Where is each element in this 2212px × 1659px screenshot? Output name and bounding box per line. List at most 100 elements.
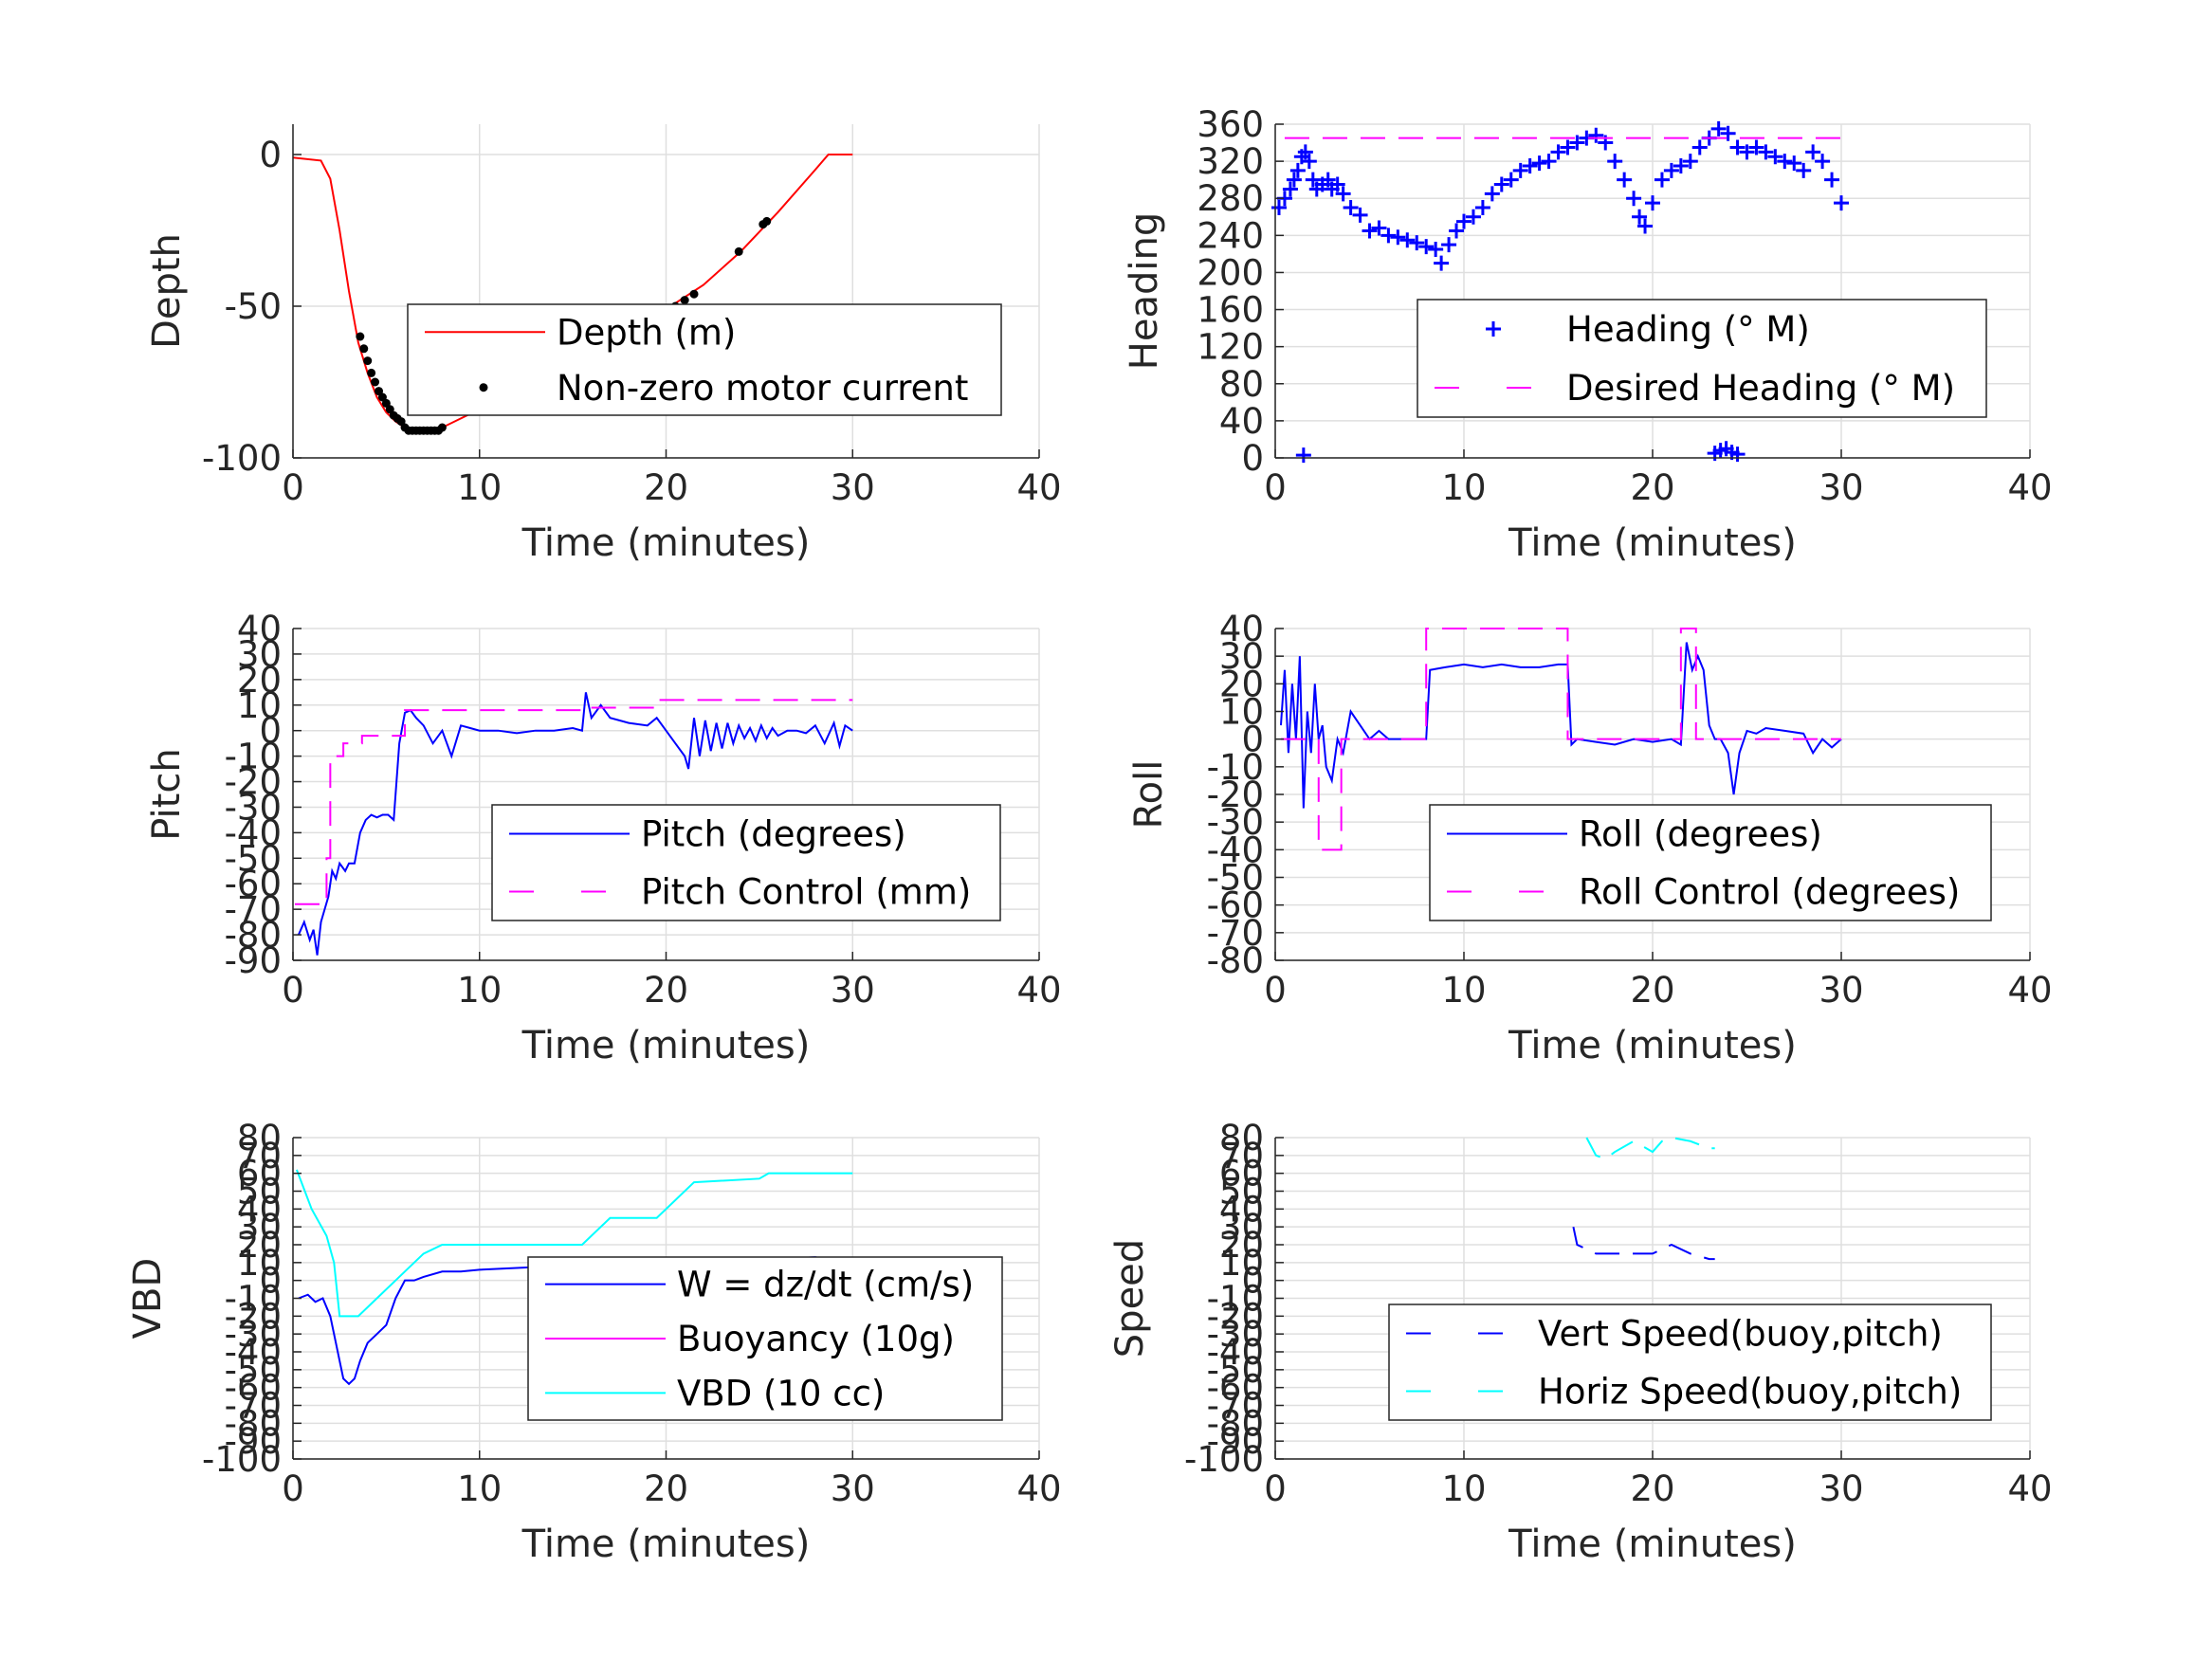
heading-data-point	[1343, 200, 1359, 215]
depth-ylabel: Depth	[145, 233, 189, 349]
heading-data-point	[1607, 154, 1623, 170]
heading-data-point	[1654, 172, 1670, 188]
pitch-ytick-label: -30	[225, 787, 282, 828]
heading-data-point	[1560, 139, 1576, 155]
speed-series-line	[1572, 1226, 1715, 1261]
heading-legend-label: Heading (° M)	[1566, 309, 1810, 350]
pitch-axes: 0 10 20 30 40-90-80-70-60-50-40-30-20-100102…	[145, 609, 1062, 1067]
heading-data-point	[1434, 255, 1450, 271]
speed-ytick-label: -40	[1207, 1332, 1264, 1373]
heading-data-point	[1617, 172, 1633, 188]
pitch-ytick-label: 20	[237, 660, 282, 701]
heading-data-point	[1550, 144, 1566, 160]
speed-ytick-label: 40	[1219, 1189, 1264, 1230]
heading-ytick-label: 0	[1241, 438, 1264, 479]
heading-legend-box	[1417, 299, 1987, 418]
depth-data-point	[734, 246, 743, 256]
depth-data-point	[356, 332, 365, 341]
vbd-ytick-label: -100	[202, 1439, 282, 1480]
roll-xtick-label: 0	[1264, 970, 1287, 1011]
heading-series-0	[1271, 120, 1849, 464]
speed-ytick-label: 20	[1219, 1225, 1264, 1266]
roll-xtick-label: 40	[2007, 970, 2052, 1011]
roll-ytick-label: -50	[1207, 858, 1264, 899]
roll-ytick-label: 0	[1241, 720, 1264, 760]
depth-data-point	[363, 356, 373, 366]
roll-ytick-label: 20	[1219, 664, 1264, 704]
roll-legend-label: Roll (degrees)	[1579, 814, 1822, 855]
speed-axes: 0 10 20 30 40-100-90-80-70-60-50-40-30-20-10…	[1108, 1118, 2053, 1566]
depth-data-point	[762, 216, 772, 226]
roll-ylabel: Roll	[1127, 760, 1171, 830]
vbd-ytick-label: -80	[225, 1403, 282, 1444]
heading-ytick-label: 360	[1197, 104, 1264, 145]
depth-data-point	[371, 377, 380, 387]
depth-legend-box	[407, 303, 1002, 416]
heading-legend-symbol	[1486, 321, 1501, 337]
vbd-xtick-label: 40	[1016, 1468, 1061, 1509]
speed-series-0	[1572, 1226, 1715, 1261]
heading-data-point	[1329, 176, 1345, 192]
heading-data-point	[1824, 172, 1840, 188]
pitch-xtick-label: 40	[1016, 970, 1061, 1011]
vbd-series-2	[296, 1169, 853, 1318]
heading-data-point	[1748, 139, 1764, 155]
vbd-ytick-label: 50	[237, 1172, 282, 1212]
heading-data-point	[1739, 144, 1755, 160]
heading-axes: 0 10 20 30 4004080120160200240280320360Time …	[1123, 104, 2053, 565]
speed-ytick-label: -20	[1207, 1296, 1264, 1337]
vbd-ytick-label: 30	[237, 1207, 282, 1248]
heading-ylabel: Heading	[1123, 212, 1166, 370]
roll-legend: Roll (degrees) Roll Control (degrees)	[1429, 804, 1992, 921]
heading-data-point	[1390, 229, 1406, 246]
vbd-ytick-label: -40	[225, 1332, 282, 1373]
roll-ytick-label: -20	[1207, 775, 1264, 815]
pitch-series-1	[294, 699, 853, 905]
roll-legend-box	[1429, 804, 1992, 921]
pitch-ytick-label: -40	[225, 812, 282, 853]
pitch-legend-label: Pitch (degrees)	[641, 814, 906, 855]
vbd-legend-label: W = dz/dt (cm/s)	[677, 1265, 974, 1305]
heading-xlabel: Time (minutes)	[1508, 521, 1797, 565]
heading-data-point	[1637, 218, 1654, 234]
heading-data-point	[1673, 158, 1689, 173]
speed-ytick-label: 80	[1219, 1118, 1264, 1158]
heading-legend: Heading (° M) Desired Heading (° M)	[1417, 299, 1987, 418]
depth-xtick-label: 10	[457, 467, 502, 508]
depth-legend-label: Non-zero motor current	[557, 368, 968, 409]
depth-data-point	[689, 289, 699, 299]
heading-data-point	[1645, 195, 1660, 211]
speed-legend-label: Vert Speed(buoy,pitch)	[1538, 1314, 1943, 1355]
heading-data-point	[1531, 155, 1547, 172]
speed-ytick-label: -70	[1207, 1386, 1264, 1427]
heading-xtick-label: 40	[2007, 467, 2052, 508]
heading-data-point	[1418, 239, 1435, 255]
speed-legend-box	[1388, 1304, 1992, 1421]
speed-series-1	[1585, 1136, 1715, 1160]
heading-data-point	[1720, 125, 1736, 141]
speed-series-line	[1585, 1136, 1715, 1160]
speed-ytick-label: 60	[1219, 1154, 1264, 1194]
depth-data-point	[367, 368, 376, 377]
roll-axes: 0 10 20 30 40-80-70-60-50-40-30-20-100102030…	[1127, 609, 2053, 1067]
pitch-legend-label: Pitch Control (mm)	[641, 872, 971, 913]
vbd-legend: W = dz/dt (cm/s) Buoyancy (10g) VBD (10 cc…	[527, 1256, 1003, 1421]
vbd-ytick-label: 80	[237, 1118, 282, 1158]
pitch-ytick-label: 10	[237, 685, 282, 726]
vbd-xtick-label: 10	[457, 1468, 502, 1509]
heading-data-point	[1626, 191, 1642, 207]
depth-legend-label: Depth (m)	[557, 312, 736, 353]
heading-data-point	[1297, 144, 1313, 160]
heading-ytick-label: 200	[1197, 252, 1264, 293]
heading-data-point	[1588, 127, 1604, 143]
pitch-legend: Pitch (degrees) Pitch Control (mm)	[491, 804, 1001, 921]
depth-legend-symbol	[479, 383, 488, 392]
depth-data-point	[680, 296, 689, 305]
heading-data-point	[1295, 447, 1311, 464]
pitch-ytick-label: -70	[225, 889, 282, 930]
speed-legend: Vert Speed(buoy,pitch) Horiz Speed(buoy,p…	[1388, 1304, 1992, 1421]
vbd-ytick-label: 60	[237, 1154, 282, 1194]
pitch-ylabel: Pitch	[145, 748, 189, 840]
vbd-ytick-label: -60	[225, 1368, 282, 1409]
roll-legend-label: Roll Control (degrees)	[1579, 872, 1960, 913]
